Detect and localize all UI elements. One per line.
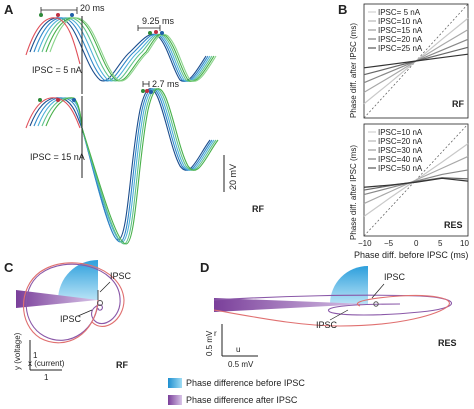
xtick-1: −10 [358, 239, 372, 248]
legend-top-4: IPSC=20 nA [378, 35, 423, 44]
panel-d-xlabel: u [236, 345, 240, 354]
panel-d-ylabel: r [214, 329, 217, 338]
panel-b-xticks: −10 −5 0 5 10 [358, 239, 469, 248]
panel-c-trajectories [22, 262, 125, 344]
panel-c-ipsc-a: IPSC [110, 271, 132, 281]
series-line-5 [363, 53, 469, 69]
panel-a-top-ipsc-label: IPSC = 5 nA [32, 65, 82, 75]
panel-c-scale-x: 1 [44, 373, 49, 382]
legend-top-1: IPSC= 5 nA [378, 8, 421, 17]
series-line-5 [363, 177, 469, 188]
panel-a-top-delay: 9.25 ms [142, 16, 175, 26]
panel-d-model: RES [438, 338, 457, 348]
panel-a-bottom-traces [25, 88, 219, 245]
panel-a-label: A [4, 2, 14, 17]
spike-marker-red [56, 13, 60, 17]
panel-d-ipsc-a: IPSC [384, 272, 406, 282]
panel-d-label: D [200, 260, 209, 275]
panel-d-xscale: 0.5 mV [228, 360, 254, 369]
spike-marker-blue [70, 13, 74, 17]
panel-c-scale-y: 1 [33, 351, 38, 360]
xtick-3: 0 [414, 239, 419, 248]
panel-a-scalebar-label: 20 mV [228, 164, 238, 190]
panel-a-top-traces [25, 17, 217, 82]
legend-top-5: IPSC=25 nA [378, 44, 423, 53]
legend-top-2: IPSC=10 nA [378, 17, 423, 26]
panel-b-bottom-legend: IPSC=10 nA IPSC=20 nA IPSC=30 nA IPSC=40… [368, 128, 423, 173]
panel-c-xlabel: x (current) [28, 359, 65, 368]
legend-before-swatch [168, 378, 182, 388]
panel-c-ylabel: y (voltage) [13, 332, 22, 370]
panel-d-trajectories [213, 294, 453, 327]
panel-b-ylabel-bottom: Phase diff. after IPSC (ms) [349, 145, 358, 240]
panel-d-yscale: 0.5 mV [205, 330, 214, 356]
panel-d-ipsc-b: IPSC [316, 320, 338, 330]
panel-b-top-lines [363, 3, 469, 119]
phase-before-wedge-d [330, 266, 368, 304]
panel-a-bottom-ipsc-label: IPSC = 15 nA [30, 152, 85, 162]
legend-bottom-3: IPSC=30 nA [378, 146, 423, 155]
phase-after-wedge-d [214, 298, 368, 312]
panel-c-model: RF [116, 360, 128, 370]
legend-before-label: Phase difference before IPSC [186, 378, 305, 388]
panel-d: D IPSC IPSC r 0.5 mV u 0.5 mV RES [200, 260, 457, 369]
spike-marker-green [39, 13, 43, 17]
xtick-4: 5 [438, 239, 443, 248]
panel-a-bottom-interval: 2.7 ms [152, 79, 180, 89]
figure-legend: Phase difference before IPSC Phase diffe… [168, 378, 305, 405]
legend-bottom-2: IPSC=20 nA [378, 137, 423, 146]
phase-before-wedge [58, 260, 98, 300]
panel-b-label: B [338, 2, 347, 17]
legend-bottom-4: IPSC=40 nA [378, 155, 423, 164]
panel-c-ipsc-b: IPSC [60, 314, 82, 324]
panel-b-bottom-lines [363, 123, 469, 237]
panel-c: C IPSC IPSC y (voltage) 1 x (current) 1 … [4, 260, 132, 382]
panel-b-bottom-model: RES [444, 220, 463, 230]
panel-b-top-model: RF [452, 99, 464, 109]
panel-b-ylabel-top: Phase diff. after IPSC (ms) [349, 23, 358, 118]
phase-after-wedge [16, 290, 98, 308]
legend-top-3: IPSC=15 nA [378, 26, 423, 35]
fixed-point-marker [97, 300, 103, 306]
panel-b: B Phase diff. after IPSC (ms) Phase diff… [338, 2, 469, 260]
xtick-5: 10 [460, 239, 469, 248]
legend-after-label: Phase difference after IPSC [186, 395, 298, 405]
panel-b-top-legend: IPSC= 5 nA IPSC=10 nA IPSC=15 nA IPSC=20… [368, 8, 423, 53]
series-line-2 [363, 155, 469, 205]
panel-a: A 20 ms 9.25 ms IPSC = 5 nA [4, 2, 264, 245]
panel-c-label: C [4, 260, 14, 275]
legend-after-swatch [168, 395, 182, 405]
panel-a-model: RF [252, 204, 264, 214]
panel-b-xlabel: Phase diff. before IPSC (ms) [354, 250, 468, 260]
panel-a-top-interval: 20 ms [80, 3, 105, 13]
legend-bottom-1: IPSC=10 nA [378, 128, 423, 137]
xtick-2: −5 [384, 239, 394, 248]
legend-bottom-5: IPSC=50 nA [378, 164, 423, 173]
